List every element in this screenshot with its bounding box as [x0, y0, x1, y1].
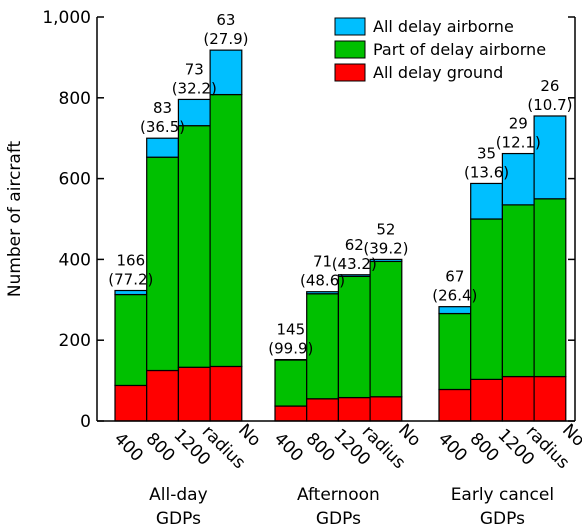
bar-segment-part	[274, 359, 308, 407]
bar-segment-ground	[177, 366, 211, 422]
x-tick-label-no: No	[234, 420, 264, 450]
bar-count-label: 63	[216, 11, 235, 29]
bar-segment-airborne	[533, 115, 567, 200]
bar-segment-ground	[337, 396, 371, 422]
bar-segment-airborne	[306, 291, 340, 295]
legend-swatch-ground	[334, 63, 366, 82]
bar-segment-part	[533, 198, 567, 378]
bar-percent-label: (27.9)	[203, 30, 248, 48]
bar-count-label: 73	[185, 60, 204, 78]
y-tick-label: 600	[59, 170, 91, 190]
x-tick-label: 400	[110, 429, 147, 466]
axes-layer	[96, 16, 576, 422]
bar-segment-ground	[209, 365, 243, 422]
bar-percent-label: (32.2)	[172, 79, 217, 97]
bar-segment-airborne	[114, 289, 148, 296]
bar-segment-part	[177, 125, 211, 368]
y-tick-label: 200	[59, 331, 91, 351]
bar-percent-label: (10.7)	[527, 96, 572, 114]
bar-percent-label: (26.4)	[432, 287, 477, 305]
bar-segment-airborne	[369, 258, 403, 263]
group-label-line2: GDPs	[156, 509, 201, 529]
bar-segment-part	[146, 156, 179, 372]
bar-segment-airborne	[470, 182, 504, 220]
bar-segment-ground	[533, 375, 567, 422]
bar-percent-label: (43.2)	[332, 255, 377, 273]
bar-segment-part	[438, 312, 472, 391]
legend: All delay airborne Part of delay airborne…	[334, 17, 546, 82]
bars-layer	[114, 49, 567, 422]
bar-count-label: 71	[313, 253, 332, 271]
bar-count-label: 83	[153, 99, 172, 117]
bar-segment-ground	[470, 378, 504, 422]
bar-percent-label: (99.9)	[268, 340, 313, 358]
bar-segment-ground	[274, 405, 308, 422]
y-tick-label: 0	[80, 412, 91, 432]
bar-count-label: 52	[376, 220, 395, 238]
legend-label-part: Part of delay airborne	[373, 40, 546, 59]
bar-segment-part	[337, 275, 371, 399]
bar-percent-label: (39.2)	[363, 239, 408, 257]
bar-segment-ground	[369, 396, 403, 422]
bar-count-label: 26	[540, 77, 559, 95]
bar-segment-ground	[501, 375, 535, 422]
y-tick-label: 400	[59, 250, 91, 270]
bar-count-label: 166	[117, 252, 146, 270]
group-label-line1: Early cancel	[451, 485, 554, 505]
bar-count-label: 67	[445, 268, 464, 286]
group-label-line2: GDPs	[316, 509, 361, 529]
bar-count-label: 29	[509, 115, 528, 133]
bar-segment-airborne	[146, 137, 179, 158]
legend-swatch-part	[334, 40, 366, 59]
bar-segment-airborne	[177, 98, 211, 127]
x-tick-label: 400	[434, 429, 471, 466]
group-label-line1: Afternoon	[297, 485, 380, 505]
bar-count-label: 145	[277, 321, 306, 339]
bar-segment-ground	[146, 369, 179, 422]
bar-percent-label: (12.1)	[496, 134, 541, 152]
bar-percent-label: (13.6)	[464, 163, 509, 181]
bar-count-label: 62	[345, 236, 364, 254]
bar-segment-ground	[114, 384, 148, 422]
bar-segment-part	[114, 293, 148, 387]
y-tick-label: 800	[59, 89, 91, 109]
bar-percent-label: (48.6)	[300, 272, 345, 290]
bar-segment-airborne	[501, 152, 535, 206]
x-tick-label: 400	[270, 429, 307, 466]
y-tick-label: 1,000	[42, 8, 91, 28]
legend-label-airborne: All delay airborne	[373, 17, 514, 36]
group-label-line2: GDPs	[480, 509, 525, 529]
bar-segment-part	[501, 204, 535, 378]
bar-percent-label: (77.2)	[108, 271, 153, 289]
bar-segment-ground	[438, 388, 472, 422]
group-label-line1: All-day	[149, 485, 207, 505]
bar-segment-part	[369, 260, 403, 398]
bar-count-label: 35	[477, 144, 496, 162]
x-tick-label-no: No	[394, 420, 424, 450]
bar-segment-ground	[306, 398, 340, 422]
bar-percent-label: (36.5)	[140, 118, 185, 136]
y-axis-title: Number of aircraft	[5, 141, 25, 298]
bar-segment-part	[209, 93, 243, 368]
legend-label-ground: All delay ground	[373, 63, 503, 82]
bar-segment-airborne	[209, 49, 243, 96]
legend-swatch-airborne	[334, 17, 366, 36]
bar-segment-airborne	[438, 306, 472, 315]
